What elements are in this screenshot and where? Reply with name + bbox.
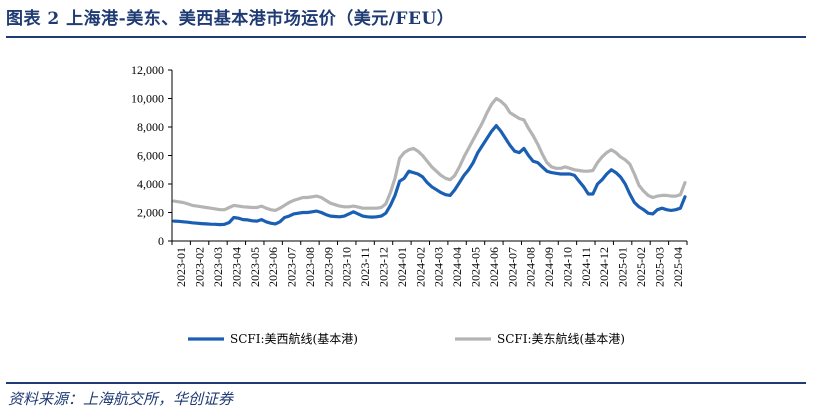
x-tick-label: 2024-09 (542, 247, 556, 287)
y-tick-label: 8,000 (137, 120, 164, 134)
x-tick-label: 2025-02 (634, 247, 648, 287)
x-tick-label: 2025-01 (616, 247, 630, 287)
y-tick-label: 4,000 (137, 177, 164, 191)
legend-label-1: SCFI:美东航线(基本港) (497, 331, 625, 346)
y-axis: 0 2,000 4,000 6,000 8,000 10,000 12,000 (131, 63, 173, 248)
series-layer (172, 96, 687, 227)
x-tick-label: 2023-05 (248, 247, 262, 287)
x-tick-label: 2025-04 (671, 247, 685, 287)
x-tick-label: 2023-01 (174, 247, 188, 287)
y-tick-label: 6,000 (137, 149, 164, 163)
x-tick-label: 2024-10 (560, 247, 574, 287)
x-tick-label: 2023-02 (193, 247, 207, 287)
x-tick-label: 2024-07 (505, 247, 519, 287)
y-tick-label: 0 (158, 234, 164, 248)
x-tick-label: 2023-04 (229, 247, 243, 287)
x-tick-label: 2024-02 (413, 247, 427, 287)
x-tick-label: 2024-06 (487, 247, 501, 287)
x-axis: 2023-01 2023-02 2023-03 2023-04 2023-05 2023-… (171, 240, 688, 287)
x-tick-label: 2025-03 (652, 247, 666, 287)
x-tick-label: 2023-03 (211, 247, 225, 287)
x-tick-label: 2024-05 (468, 247, 482, 287)
y-tick-label: 12,000 (131, 63, 164, 77)
x-tick-label: 2024-11 (579, 247, 593, 287)
y-tick-label: 10,000 (131, 92, 164, 106)
legend-label-0: SCFI:美西航线(基本港) (230, 331, 358, 346)
x-tick-label: 2023-12 (377, 247, 391, 287)
top-divider (6, 36, 806, 38)
x-tick-label: 2024-03 (432, 247, 446, 287)
series-line-1 (172, 96, 687, 212)
x-tick-label: 2023-08 (303, 247, 317, 287)
line-chart: 0 2,000 4,000 6,000 8,000 10,000 12,000 2023-0… (131, 63, 688, 346)
x-tick-label: 2024-12 (597, 247, 611, 287)
x-tick-label: 2023-11 (358, 247, 372, 287)
x-tick-label: 2023-06 (266, 247, 280, 287)
x-tick-label: 2023-10 (340, 247, 354, 287)
series-line-0 (172, 124, 687, 227)
figure-title: 图表 2 上海港-美东、美西基本港市场运价（美元/FEU） (6, 9, 455, 29)
legend: SCFI:美西航线(基本港) SCFI:美东航线(基本港) (188, 331, 625, 346)
x-tick-label: 2024-04 (450, 247, 464, 287)
y-tick-label: 2,000 (137, 206, 164, 220)
x-tick-label: 2024-08 (524, 247, 538, 287)
bottom-divider (6, 382, 806, 384)
x-tick-label: 2023-09 (321, 247, 335, 287)
source-note: 资料来源：上海航交所，华创证券 (8, 390, 234, 408)
x-tick-label: 2023-07 (285, 247, 299, 287)
x-tick-label: 2024-01 (395, 247, 409, 287)
